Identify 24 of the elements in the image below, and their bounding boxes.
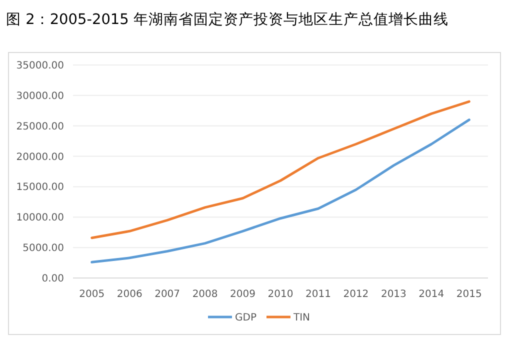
x-tick-label: 2006 xyxy=(116,289,142,300)
y-tick-label: 10000.00 xyxy=(16,212,64,224)
x-tick-label: 2009 xyxy=(230,289,256,300)
line-series xyxy=(90,118,470,264)
x-tick-label: 2014 xyxy=(418,289,444,300)
x-tick-label: 2007 xyxy=(154,289,180,300)
legend-label: TIN xyxy=(292,312,310,324)
y-tick-label: 25000.00 xyxy=(16,121,64,132)
x-tick-label: 2013 xyxy=(380,289,406,300)
y-tick-label: 15000.00 xyxy=(16,182,64,194)
x-tick-label: 2005 xyxy=(79,289,105,300)
y-tick-label: 30000.00 xyxy=(16,90,64,102)
x-tick-label: 2011 xyxy=(306,289,331,300)
x-tick-label: 2008 xyxy=(192,289,218,300)
y-tick-label: 0.00 xyxy=(42,274,64,284)
legend-label: GDP xyxy=(235,312,256,324)
line-series xyxy=(90,100,470,240)
y-tick-label: 35000.00 xyxy=(16,60,64,72)
x-tick-label: 2010 xyxy=(268,289,294,300)
y-tick-label: 5000.00 xyxy=(22,243,64,254)
chart-title: 图 2：2005-2015 年湖南省固定资产投资与地区生产总值增长曲线 xyxy=(6,11,448,28)
y-tick-label: 20000.00 xyxy=(16,152,64,163)
x-tick-label: 2015 xyxy=(456,289,482,300)
x-tick-label: 2012 xyxy=(343,289,369,300)
